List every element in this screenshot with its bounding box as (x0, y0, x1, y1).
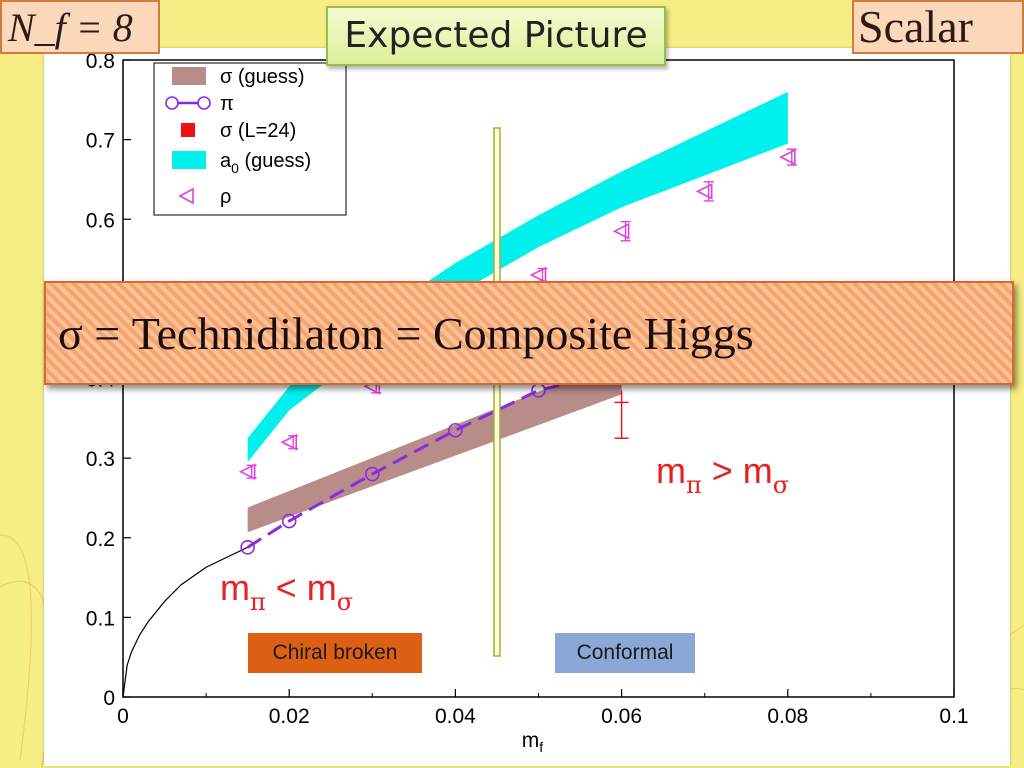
annotation-subscript: π (250, 588, 266, 616)
a0-guess-band (247, 91, 788, 463)
rho-point (695, 181, 714, 202)
expected-picture-title: Expected Picture (326, 6, 666, 66)
rho-marker (695, 183, 713, 200)
legend-a0-subscript: 0 (231, 160, 239, 176)
rho-point (779, 148, 797, 166)
conformal-label: Conformal (555, 633, 695, 673)
legend-pi-marker (165, 96, 179, 110)
legend-a0-guess-swatch (172, 151, 206, 169)
nf-label: N_f = 8 (0, 0, 160, 54)
annotation-subscript: σ (773, 471, 789, 499)
legend-pi-marker (197, 96, 211, 110)
chiral-limit-curve (122, 546, 248, 698)
rho-marker (529, 266, 547, 284)
y-tick-label: 0.7 (86, 130, 115, 153)
pi-less-sigma-annotation: mπ < mσ (220, 567, 353, 616)
x-axis-label-subscript: f (539, 739, 543, 755)
annotation-operator: > m (702, 450, 773, 491)
y-tick-label: 0.8 (86, 50, 115, 73)
x-tick-label: 0.08 (767, 705, 808, 728)
pi-series-line (246, 369, 622, 549)
technidilaton-banner: σ = Technidilaton = Composite Higgs (44, 281, 1014, 385)
legend-sigma-l24-label: σ (L=24) (220, 120, 296, 142)
rho-marker (779, 148, 796, 166)
y-tick-label: 0.2 (86, 528, 115, 551)
x-tick-label: 0.1 (939, 705, 968, 728)
rho-marker (280, 433, 298, 451)
annotation-m: m (656, 450, 686, 491)
annotation-subscript: σ (337, 588, 353, 616)
rho-point (280, 433, 299, 451)
legend-sigma-guess-label: σ (guess) (220, 66, 305, 88)
legend-sigma-l24-swatch (181, 123, 195, 137)
legend-pi-label: π (220, 93, 234, 115)
pi-point (281, 513, 297, 529)
rho-marker (238, 463, 256, 480)
rho-point (612, 220, 631, 242)
legend: σ (guess)πσ (L=24)a0 (guess)ρ (153, 62, 347, 216)
legend-sigma-guess-swatch (172, 67, 206, 85)
legend-rho-label: ρ (220, 186, 231, 208)
scalar-label: Scalar (852, 0, 1024, 54)
legend-rho-marker (178, 187, 194, 205)
annotation-subscript: π (686, 471, 702, 499)
legend-a0-rest: (guess) (239, 150, 311, 172)
annotation-m: m (220, 567, 250, 608)
pi-greater-sigma-annotation: mπ > mσ (656, 450, 789, 499)
pi-point (240, 540, 255, 555)
y-tick-label: 0.1 (86, 607, 115, 630)
pi-point (448, 422, 463, 438)
x-tick-label: 0.06 (601, 705, 642, 728)
x-tick-label: 0 (117, 705, 129, 728)
legend-box (153, 62, 347, 216)
x-tick-label: 0.02 (269, 705, 310, 728)
banner-text: σ = Technidilaton = Composite Higgs (58, 307, 754, 359)
pi-point (364, 466, 380, 482)
y-tick-label: 0 (103, 687, 115, 710)
y-tick-label: 0.6 (86, 209, 115, 232)
x-tick-label: 0.04 (435, 705, 476, 728)
rho-point (238, 463, 257, 480)
annotation-operator: < m (266, 567, 337, 608)
rho-point (529, 266, 548, 284)
sigma-guess-band (247, 358, 622, 533)
chiral-conformal-divider (493, 127, 501, 657)
y-tick-label: 0.3 (86, 448, 115, 471)
rho-marker (612, 222, 630, 240)
x-axis-label: mf (522, 729, 544, 755)
chiral-broken-label: Chiral broken (248, 633, 422, 673)
